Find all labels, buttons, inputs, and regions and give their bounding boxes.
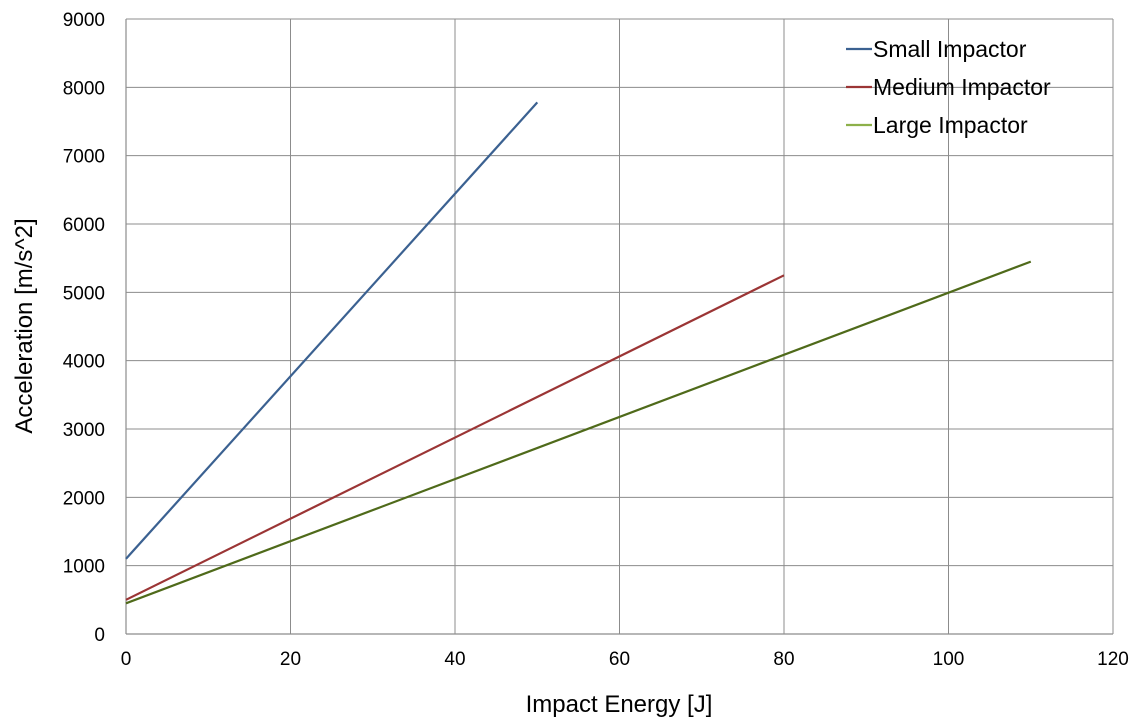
legend: Small Impactor Medium Impactor Large Imp… [846, 36, 1051, 138]
y-tick-label: 6000 [63, 215, 105, 236]
x-tick-label: 120 [1097, 649, 1129, 670]
x-tick-label: 0 [121, 649, 132, 670]
x-tick-label: 100 [933, 649, 965, 670]
x-axis-title: Impact Energy [J] [526, 691, 713, 718]
y-tick-label: 8000 [63, 78, 105, 99]
y-tick-label: 7000 [63, 147, 105, 168]
y-tick-label: 5000 [63, 283, 105, 304]
legend-item-small: Small Impactor [846, 36, 1027, 62]
series-lines [125, 101, 1032, 605]
legend-label-medium: Medium Impactor [873, 74, 1051, 100]
series-line-medium-impactor [125, 274, 785, 601]
axes [125, 19, 1113, 635]
series-line-large-impactor [125, 260, 1032, 605]
legend-item-large: Large Impactor [846, 112, 1028, 138]
x-tick-label: 20 [280, 649, 301, 670]
gridlines [126, 18, 1114, 634]
y-tick-label: 2000 [63, 488, 105, 509]
legend-label-large: Large Impactor [873, 112, 1028, 138]
y-tick-label: 9000 [63, 10, 105, 31]
x-tick-label: 60 [609, 649, 630, 670]
legend-label-small: Small Impactor [873, 36, 1027, 62]
x-tick-label: 80 [773, 649, 794, 670]
y-tick-label: 0 [94, 625, 105, 646]
series-line-small-impactor [125, 101, 539, 560]
y-tick-label: 1000 [63, 557, 105, 578]
x-tick-label: 40 [444, 649, 465, 670]
y-tick-label: 3000 [63, 420, 105, 441]
tick-labels: 0 20 40 60 80 100 120 0 1000 2000 3000 4000 5000 6000… [63, 10, 1129, 670]
y-tick-label: 4000 [63, 352, 105, 373]
y-axis-title: Acceleration [m/s^2] [11, 218, 38, 433]
legend-item-medium: Medium Impactor [846, 74, 1051, 100]
